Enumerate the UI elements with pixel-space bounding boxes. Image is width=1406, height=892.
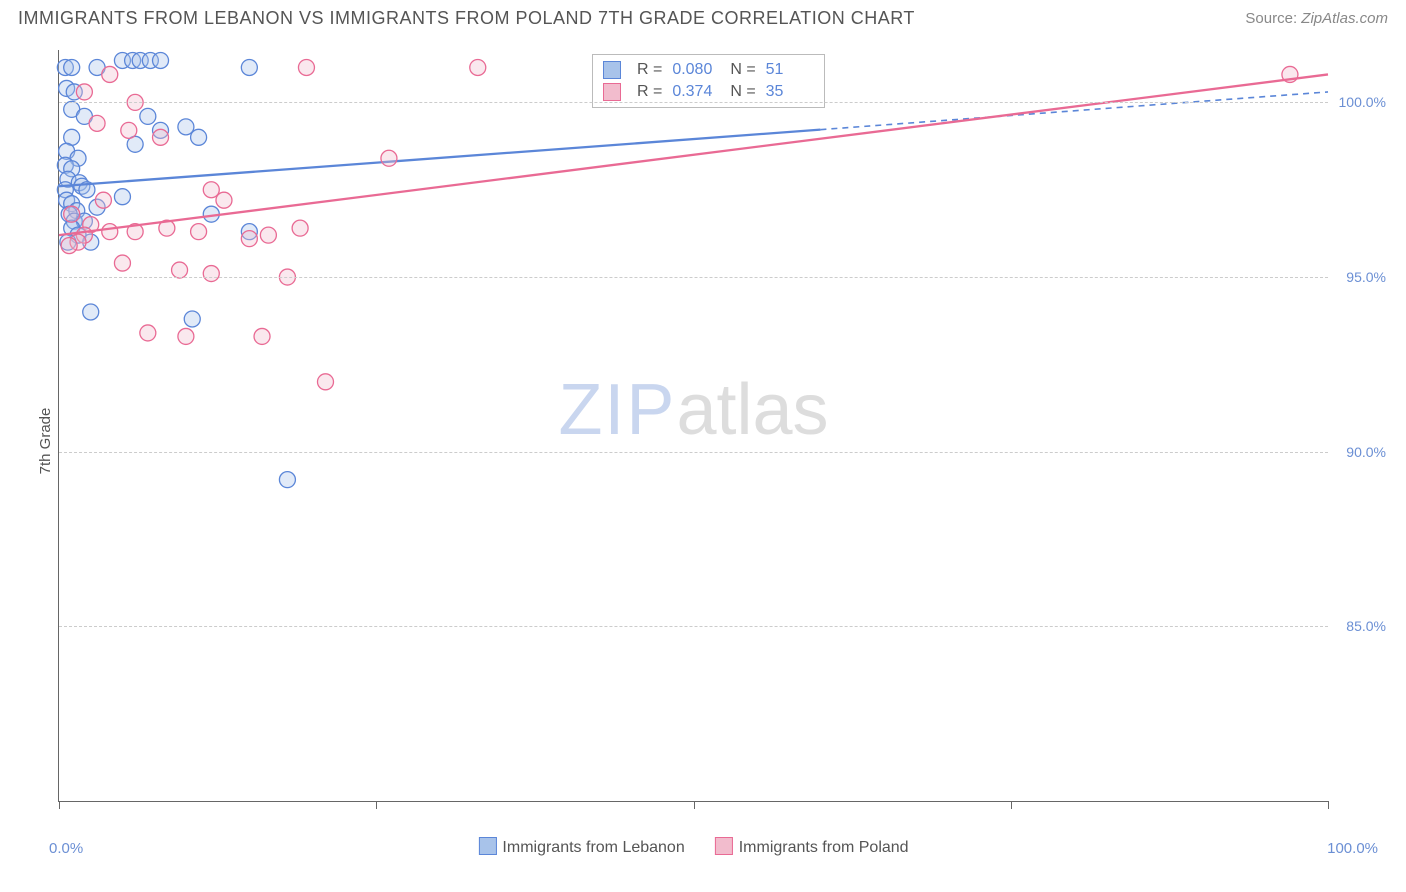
header: IMMIGRANTS FROM LEBANON VS IMMIGRANTS FR…: [0, 0, 1406, 35]
x-tick: [694, 801, 695, 809]
y-tick-label: 85.0%: [1332, 618, 1386, 634]
y-axis-label: 7th Grade: [37, 408, 54, 475]
data-point: [241, 231, 257, 247]
data-point: [121, 122, 137, 138]
n-label: N =: [730, 61, 755, 79]
r-value-lebanon: 0.080: [672, 61, 720, 79]
data-point: [102, 66, 118, 82]
x-tick: [376, 801, 377, 809]
correlation-legend: R = 0.080 N = 51 R = 0.374 N = 35: [592, 54, 825, 108]
legend-row-poland: R = 0.374 N = 35: [603, 81, 814, 103]
data-point: [191, 129, 207, 145]
regression-line: [59, 130, 820, 187]
data-point: [95, 192, 111, 208]
source-attribution: Source: ZipAtlas.com: [1245, 10, 1388, 27]
x-tick: [1328, 801, 1329, 809]
swatch-lebanon-bottom: [478, 837, 496, 855]
legend-row-lebanon: R = 0.080 N = 51: [603, 59, 814, 81]
chart-title: IMMIGRANTS FROM LEBANON VS IMMIGRANTS FR…: [18, 8, 915, 29]
data-point: [241, 59, 257, 75]
gridline: [59, 626, 1328, 627]
y-tick-label: 100.0%: [1332, 94, 1386, 110]
data-point: [153, 52, 169, 68]
x-tick: [59, 801, 60, 809]
data-point: [102, 224, 118, 240]
data-point: [279, 472, 295, 488]
swatch-poland: [603, 83, 621, 101]
data-point: [114, 189, 130, 205]
r-label: R =: [637, 83, 662, 101]
legend-item-lebanon: Immigrants from Lebanon: [478, 837, 684, 857]
plot-area: ZIPatlas R = 0.080 N = 51 R = 0.374 N = …: [58, 50, 1328, 802]
data-point: [114, 255, 130, 271]
gridline: [59, 277, 1328, 278]
data-point: [381, 150, 397, 166]
data-point: [260, 227, 276, 243]
data-point: [216, 192, 232, 208]
data-point: [64, 206, 80, 222]
data-point: [178, 328, 194, 344]
regression-line-extrapolated: [820, 92, 1328, 130]
r-value-poland: 0.374: [672, 83, 720, 101]
r-label: R =: [637, 61, 662, 79]
data-point: [153, 129, 169, 145]
legend-item-poland: Immigrants from Poland: [715, 837, 909, 857]
source-name: ZipAtlas.com: [1301, 10, 1388, 27]
data-point: [89, 115, 105, 131]
legend-label-lebanon: Immigrants from Lebanon: [502, 839, 684, 856]
gridline: [59, 102, 1328, 103]
data-point: [317, 374, 333, 390]
x-axis-min-label: 0.0%: [49, 840, 83, 857]
data-point: [191, 224, 207, 240]
data-point: [298, 59, 314, 75]
data-point: [64, 59, 80, 75]
data-point: [83, 304, 99, 320]
n-value-lebanon: 51: [766, 61, 814, 79]
swatch-poland-bottom: [715, 837, 733, 855]
data-point: [184, 311, 200, 327]
data-point: [254, 328, 270, 344]
x-axis-max-label: 100.0%: [1327, 840, 1378, 857]
chart-container: 7th Grade ZIPatlas R = 0.080 N = 51 R = …: [50, 50, 1388, 832]
data-point: [172, 262, 188, 278]
y-tick-label: 95.0%: [1332, 269, 1386, 285]
n-value-poland: 35: [766, 83, 814, 101]
x-tick: [1011, 801, 1012, 809]
n-label: N =: [730, 83, 755, 101]
gridline: [59, 452, 1328, 453]
data-point: [140, 325, 156, 341]
y-tick-label: 90.0%: [1332, 444, 1386, 460]
source-prefix: Source:: [1245, 10, 1301, 27]
plot-svg: [59, 50, 1328, 801]
data-point: [76, 84, 92, 100]
data-point: [203, 266, 219, 282]
swatch-lebanon: [603, 61, 621, 79]
data-point: [292, 220, 308, 236]
series-legend: Immigrants from Lebanon Immigrants from …: [478, 837, 908, 857]
legend-label-poland: Immigrants from Poland: [739, 839, 909, 856]
data-point: [470, 59, 486, 75]
data-point: [61, 238, 77, 254]
data-point: [140, 108, 156, 124]
